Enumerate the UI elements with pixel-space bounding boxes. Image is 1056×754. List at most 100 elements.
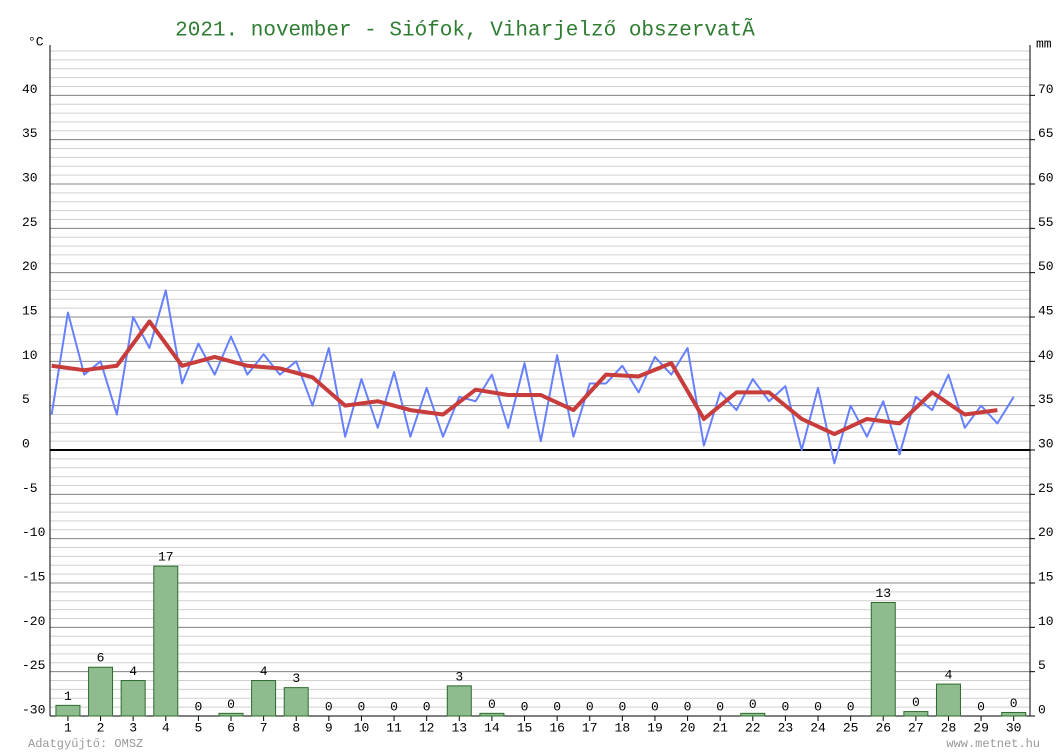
- x-tick-label: 18: [615, 720, 631, 735]
- bar-value-label: 0: [651, 699, 659, 714]
- y-axis-label: °C: [28, 34, 44, 49]
- bar-value-label: 0: [194, 699, 202, 714]
- footer-right: www.metnet.hu: [946, 737, 1040, 751]
- y-tick-label: 40: [22, 82, 38, 97]
- bar-value-label: 3: [292, 671, 300, 686]
- x-tick-label: 19: [647, 720, 663, 735]
- y2-axis-label: mm: [1036, 36, 1052, 51]
- x-tick-label: 6: [227, 720, 235, 735]
- y2-tick-label: 5: [1038, 658, 1046, 673]
- y-tick-label: 15: [22, 303, 38, 318]
- y-tick-label: 0: [22, 436, 30, 451]
- bar: [903, 711, 929, 717]
- bar-value-label: 0: [227, 697, 235, 712]
- x-tick-label: 5: [194, 720, 202, 735]
- x-tick-label: 25: [843, 720, 859, 735]
- bar: [88, 666, 114, 717]
- y-tick-label: -5: [22, 481, 38, 496]
- x-tick-label: 8: [292, 720, 300, 735]
- y-tick-label: 30: [22, 170, 38, 185]
- y2-tick-label: 55: [1038, 215, 1054, 230]
- bar-value-label: 0: [521, 699, 529, 714]
- x-tick-label: 17: [582, 720, 598, 735]
- x-tick-label: 30: [1006, 720, 1022, 735]
- x-tick-label: 16: [549, 720, 565, 735]
- x-tick-label: 27: [908, 720, 924, 735]
- bar: [218, 712, 244, 717]
- x-tick-label: 21: [712, 720, 728, 735]
- bar-value-label: 3: [455, 669, 463, 684]
- bar-value-label: 0: [325, 699, 333, 714]
- bar-value-label: 0: [716, 699, 724, 714]
- y2-tick-label: 50: [1038, 259, 1054, 274]
- bar: [740, 712, 766, 717]
- bar-value-label: 0: [684, 699, 692, 714]
- bar-value-label: 17: [158, 550, 174, 565]
- y2-tick-label: 25: [1038, 481, 1054, 496]
- bar: [251, 680, 277, 717]
- y2-tick-label: 30: [1038, 436, 1054, 451]
- line: [50, 289, 1015, 465]
- y2-tick-label: 0: [1038, 702, 1046, 717]
- bar-value-label: 0: [977, 699, 985, 714]
- y2-tick-label: 10: [1038, 614, 1054, 629]
- x-tick-label: 7: [260, 720, 268, 735]
- x-tick-label: 1: [64, 720, 72, 735]
- bar: [935, 683, 961, 717]
- x-tick-label: 11: [386, 720, 402, 735]
- bar: [1001, 711, 1027, 717]
- bar: [283, 687, 309, 717]
- bar-value-label: 0: [553, 699, 561, 714]
- bar-value-label: 0: [618, 699, 626, 714]
- bar: [55, 704, 81, 717]
- bar-value-label: 6: [97, 651, 105, 666]
- line: [51, 319, 998, 437]
- y-tick-label: -20: [22, 614, 45, 629]
- chart-title: 2021. november - Siófok, Viharjelző obsz…: [175, 18, 755, 43]
- bar-value-label: 0: [782, 699, 790, 714]
- x-tick-label: 2: [97, 720, 105, 735]
- bar: [479, 712, 505, 717]
- y-tick-label: 5: [22, 392, 30, 407]
- bar-value-label: 0: [358, 699, 366, 714]
- x-tick-label: 9: [325, 720, 333, 735]
- x-tick-label: 22: [745, 720, 761, 735]
- bar-value-label: 0: [390, 699, 398, 714]
- y-tick-label: 10: [22, 348, 38, 363]
- x-tick-label: 23: [778, 720, 794, 735]
- y-tick-label: 20: [22, 259, 38, 274]
- y2-tick-label: 70: [1038, 82, 1054, 97]
- x-tick-label: 10: [354, 720, 370, 735]
- y2-tick-label: 15: [1038, 569, 1054, 584]
- bar: [120, 680, 146, 717]
- x-tick-label: 13: [451, 720, 467, 735]
- bar-value-label: 4: [945, 668, 953, 683]
- y-tick-label: 35: [22, 126, 38, 141]
- x-tick-label: 26: [875, 720, 891, 735]
- x-tick-label: 3: [129, 720, 137, 735]
- y2-tick-label: 45: [1038, 303, 1054, 318]
- x-tick-label: 14: [484, 720, 500, 735]
- y-tick-label: -15: [22, 569, 45, 584]
- bar-value-label: 0: [749, 697, 757, 712]
- footer-left: Adatgyűjtő: OMSZ: [28, 737, 143, 751]
- x-tick-label: 12: [419, 720, 435, 735]
- y2-tick-label: 20: [1038, 525, 1054, 540]
- bar-value-label: 0: [488, 697, 496, 712]
- bar-value-label: 0: [1010, 696, 1018, 711]
- x-tick-label: 15: [517, 720, 533, 735]
- bar-value-label: 4: [260, 664, 268, 679]
- x-tick-label: 29: [973, 720, 989, 735]
- y-tick-label: 25: [22, 215, 38, 230]
- y2-tick-label: 40: [1038, 348, 1054, 363]
- y-tick-label: -25: [22, 658, 45, 673]
- y2-tick-label: 35: [1038, 392, 1054, 407]
- y-tick-label: -30: [22, 702, 45, 717]
- bar: [870, 602, 896, 717]
- bar-value-label: 0: [814, 699, 822, 714]
- bar-value-label: 1: [64, 689, 72, 704]
- bar-value-label: 0: [912, 695, 920, 710]
- bar: [153, 565, 179, 717]
- y-tick-label: -10: [22, 525, 45, 540]
